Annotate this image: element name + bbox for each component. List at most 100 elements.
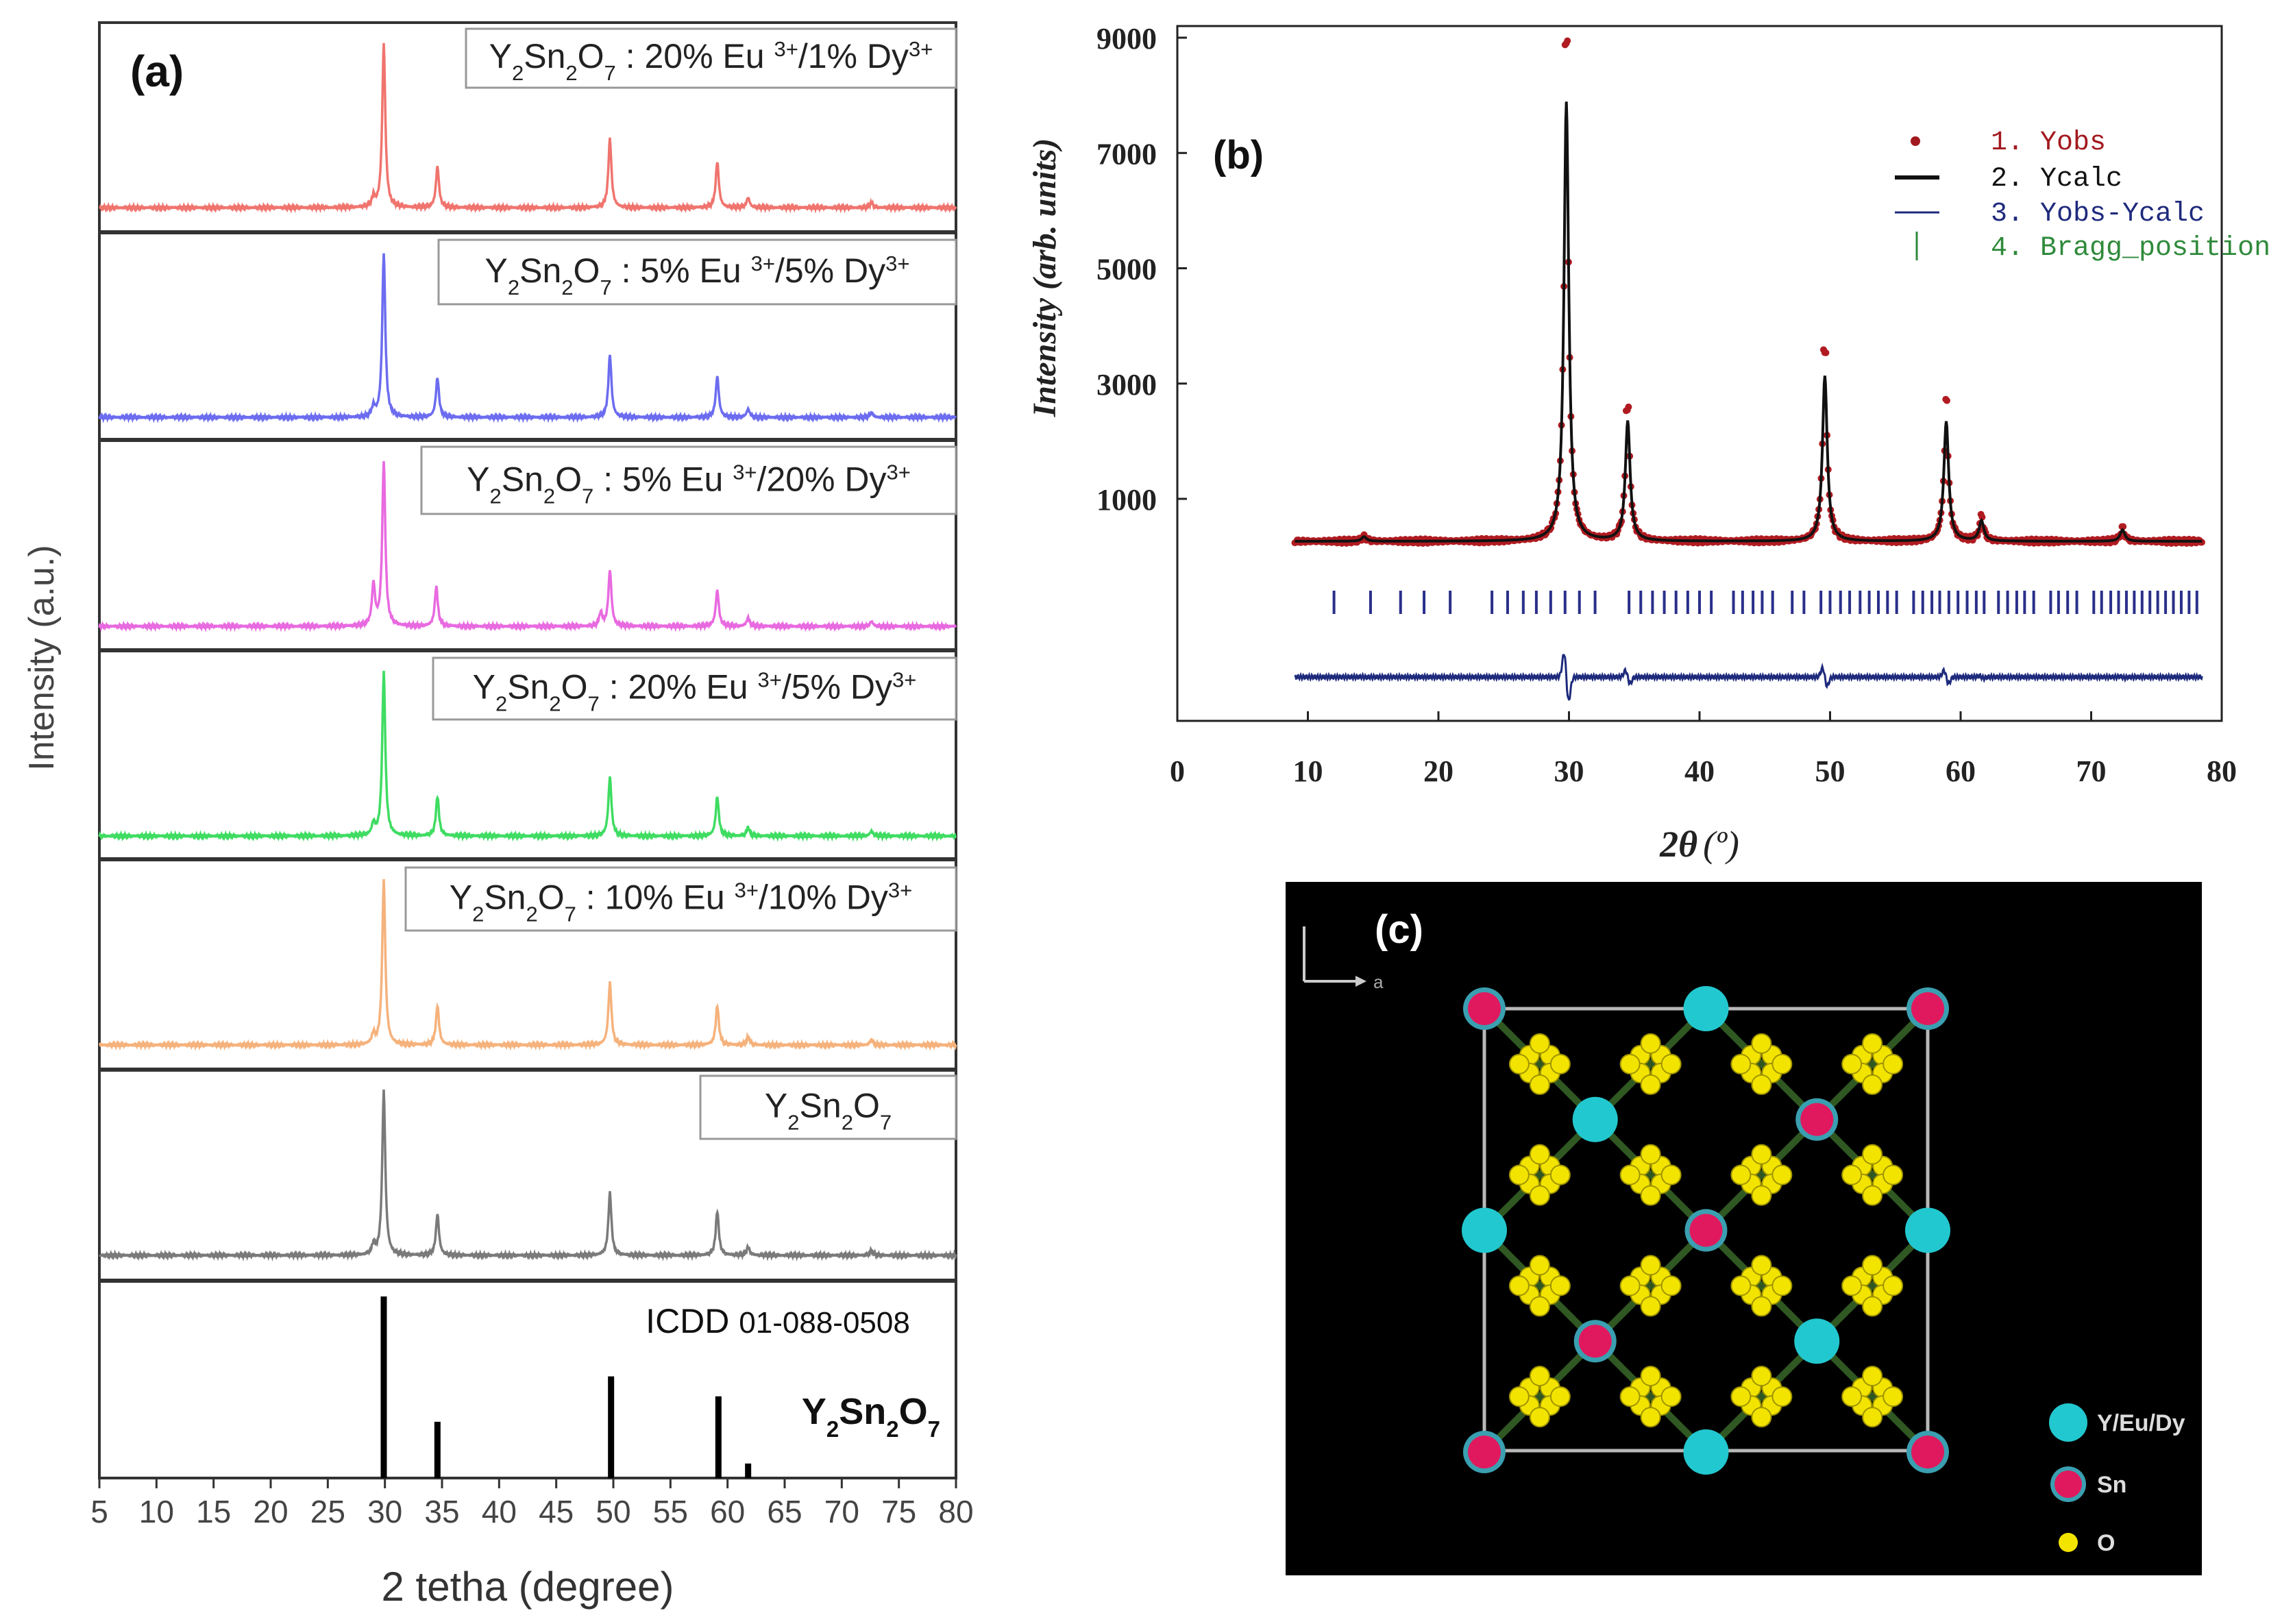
oxygen-atom	[1508, 1164, 1530, 1185]
oxygen-atom	[1660, 1164, 1682, 1185]
legend-entry: 2. Ycalc	[1991, 164, 2122, 195]
formula-sub: 2	[472, 902, 484, 926]
y-tick-label: 7000	[1096, 137, 1157, 171]
xrd-pattern-line	[98, 253, 957, 423]
icdd-compound-label: Y2Sn2O7	[802, 1391, 940, 1442]
oxygen-atom	[1549, 1053, 1571, 1074]
formula-sn: Sn	[839, 1391, 886, 1432]
series-label-box	[465, 27, 957, 89]
series-label-dopant: /10% Dy	[759, 878, 888, 917]
series-label-charge: 3+	[733, 460, 757, 484]
legend-marker-yobs	[1911, 136, 1920, 146]
legend-entry: 4. Bragg_position	[1991, 233, 2269, 264]
formula-sub: 7	[928, 1416, 940, 1442]
oxygen-atom	[1660, 1053, 1682, 1074]
series-label-charge: 3+	[888, 878, 912, 902]
formula-sub: 2	[886, 1416, 898, 1442]
panel-a-xlabel: 2 tetha (degree)	[382, 1564, 674, 1610]
series-label-box	[699, 1074, 957, 1140]
oxygen-atom	[1771, 1053, 1793, 1074]
xrd-pattern-line	[99, 42, 957, 214]
tin-atom	[1468, 1436, 1501, 1468]
series-label-dopant: : 20% Eu	[616, 37, 774, 75]
x-tick-label: 30	[1554, 754, 1584, 788]
oxygen-atom	[1508, 1275, 1530, 1296]
oxygen-atom	[1619, 1386, 1641, 1407]
formula-o: O	[561, 667, 588, 706]
oxygen-atom	[1730, 1386, 1752, 1407]
yobs-point	[1943, 397, 1950, 404]
formula-sn: Sn	[519, 251, 561, 290]
oxygen-atom	[1841, 1164, 1863, 1185]
oxygen-atom	[1771, 1386, 1793, 1407]
oxygen-atom	[1549, 1164, 1571, 1185]
xrd-pattern-line	[98, 460, 957, 632]
x-tick-label: 20	[253, 1494, 288, 1529]
x-tick-label: 10	[139, 1494, 174, 1529]
formula-sub: 2	[842, 1110, 853, 1134]
series-label-charge: 3+	[774, 36, 798, 60]
crystal-axis-indicator: a	[1303, 926, 1384, 992]
legend-tin-marker	[2055, 1471, 2082, 1498]
formula-y: Y	[485, 251, 508, 290]
formula-sub: 7	[588, 691, 600, 715]
x-tick-label: 80	[2207, 754, 2237, 788]
oxygen-atom	[1882, 1053, 1904, 1074]
formula-y: Y	[473, 667, 495, 706]
series-label: Y2Sn2O7 : 5% Eu 3+/20% Dy3+	[467, 460, 911, 508]
formula-sub: 2	[561, 275, 573, 299]
formula-sub: 2	[826, 1416, 839, 1442]
formula-sub: 7	[565, 902, 576, 926]
x-tick-label: 40	[1684, 754, 1715, 788]
formula-sub: 2	[543, 484, 555, 508]
legend-oxygen-marker	[2059, 1533, 2078, 1552]
icdd-card-prefix: ICDD	[646, 1302, 739, 1340]
yobs-point	[2120, 523, 2127, 530]
oxygen-atom	[1529, 1185, 1550, 1206]
formula-y: Y	[467, 460, 489, 499]
legend-entry-number: 2.	[1991, 164, 2040, 195]
series-label-charge: 3+	[758, 667, 782, 691]
formula-sub: 7	[880, 1110, 892, 1134]
panel-b-xlabel-unit: (º)	[1703, 824, 1739, 865]
tin-atom	[1911, 992, 1944, 1025]
oxygen-atom	[1882, 1164, 1904, 1185]
tin-atom	[1689, 1214, 1723, 1247]
panel-c-label: (c)	[1375, 907, 1423, 952]
oxygen-atom	[1549, 1275, 1571, 1296]
y-tick-label: 3000	[1096, 368, 1157, 402]
series-label-dopant: : 5% Eu	[612, 251, 751, 290]
legend-entry-name: Bragg_position	[2040, 233, 2269, 264]
legend-entry-number: 3.	[1991, 199, 2040, 230]
oxygen-atom	[1660, 1386, 1682, 1407]
x-tick-label: 50	[596, 1494, 630, 1529]
x-tick-label: 15	[196, 1494, 231, 1529]
formula-y: Y	[765, 1087, 787, 1125]
yttrium-atom	[1683, 1429, 1729, 1475]
series-label-charge: 3+	[892, 667, 916, 691]
yttrium-atom	[1572, 1096, 1618, 1142]
oxygen-atom	[1862, 1296, 1883, 1317]
y-tick-label: 9000	[1096, 22, 1157, 56]
formula-sn: Sn	[502, 460, 543, 499]
tin-atom	[1911, 1436, 1944, 1468]
formula-o: O	[853, 1087, 880, 1125]
series-label-dopant: : 5% Eu	[593, 460, 733, 499]
formula-sub: 2	[565, 60, 577, 84]
series-label-charge: 3+	[751, 251, 775, 275]
yttrium-atom	[1683, 986, 1729, 1031]
formula-sub: 2	[495, 691, 507, 715]
x-tick-label: 50	[1815, 754, 1845, 788]
formula-sn: Sn	[507, 667, 549, 706]
oxygen-atom	[1751, 1407, 1772, 1428]
series-label-charge: 3+	[885, 251, 909, 275]
oxygen-atom	[1529, 1144, 1550, 1165]
oxygen-atom	[1730, 1053, 1752, 1074]
oxygen-atom	[1640, 1144, 1661, 1165]
formula-o: O	[578, 37, 604, 75]
y-tick-label: 5000	[1096, 253, 1157, 286]
oxygen-atom	[1529, 1033, 1550, 1054]
series-label: Y2Sn2O7 : 20% Eu 3+/5% Dy3+	[473, 667, 917, 715]
oxygen-atom	[1529, 1407, 1550, 1428]
tin-atom	[1578, 1325, 1612, 1358]
